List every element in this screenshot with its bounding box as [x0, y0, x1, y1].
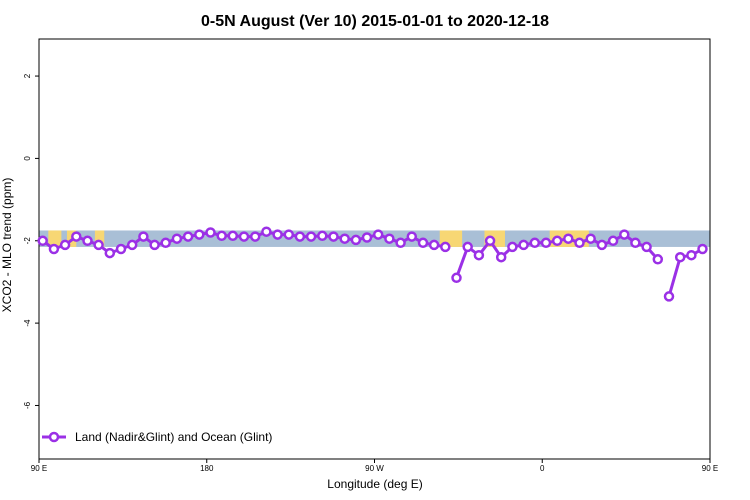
data-point [149, 239, 160, 251]
data-point [585, 233, 596, 244]
data-point [440, 241, 451, 253]
data-point [350, 234, 362, 246]
data-point [182, 231, 194, 242]
data-point [249, 231, 261, 242]
data-point [48, 243, 60, 255]
data-point [93, 239, 104, 251]
data-point [551, 235, 563, 247]
data-point [417, 237, 429, 249]
x-tick-label: 180 [200, 464, 214, 473]
data-point [686, 249, 697, 261]
data-point [384, 233, 395, 244]
data-point [473, 249, 485, 261]
legend-marker [48, 431, 60, 443]
data-point [126, 239, 138, 251]
x-axis-ticks: 90 E 180 90 W 0 90 E [31, 459, 718, 473]
data-point [540, 237, 552, 249]
data-point [71, 231, 82, 242]
data-point [529, 237, 541, 249]
data-point [216, 230, 227, 242]
data-point [104, 247, 116, 259]
data-point [372, 229, 384, 240]
legend-label: Land (Nadir&Glint) and Ocean (Glint) [75, 430, 272, 444]
plot-frame [38, 38, 711, 460]
data-point [395, 237, 406, 249]
data-point [238, 231, 250, 242]
data-point [495, 251, 507, 263]
x-tick-label: 90 W [365, 464, 384, 473]
y-tick-label: -2 [23, 237, 32, 245]
data-point [641, 241, 652, 253]
data-point [619, 229, 630, 240]
x-tick-label: 90 E [31, 464, 47, 473]
x-axis-label: Longitude (deg E) [327, 477, 422, 491]
data-point [652, 254, 664, 265]
data-point [462, 241, 473, 253]
y-axis-ticks: -6 -4 -2 0 2 [23, 73, 39, 409]
data-point [596, 239, 608, 251]
data-point [261, 226, 272, 237]
data-point [205, 227, 216, 238]
y-tick-label: 2 [23, 73, 32, 78]
land-band [94, 230, 105, 247]
series-line [667, 247, 704, 297]
data-point [451, 272, 462, 284]
data-point [563, 233, 574, 244]
chart-title: 0-5N August (Ver 10) 2015-01-01 to 2020-… [201, 13, 549, 30]
y-axis-label: XCO2 - MLO trend (ppm) [0, 178, 14, 313]
y-tick-label: 0 [23, 156, 32, 161]
data-point [518, 239, 529, 251]
data-point [171, 233, 183, 244]
data-point [339, 233, 350, 244]
data-point [574, 237, 585, 249]
data-point [406, 231, 418, 242]
data-point [507, 241, 518, 253]
y-tick-label: -4 [23, 319, 32, 327]
data-point [294, 231, 306, 242]
data-point [305, 231, 317, 242]
data-point [428, 239, 440, 251]
data-point [484, 235, 496, 247]
data-point [160, 237, 171, 249]
data-point [283, 229, 295, 240]
data-point [361, 232, 373, 243]
data-point [194, 229, 205, 240]
data-point [115, 243, 127, 255]
legend: Land (Nadir&Glint) and Ocean (Glint) [42, 430, 272, 444]
data-point [82, 235, 93, 247]
data-point [663, 291, 675, 302]
data-point [37, 235, 48, 247]
y-tick-label: -6 [23, 401, 32, 409]
data-point [697, 243, 708, 255]
x-tick-label: 0 [540, 464, 545, 473]
land-band [48, 230, 62, 247]
data-point [674, 251, 686, 263]
series-points [37, 226, 708, 302]
data-point [317, 230, 328, 242]
data-point [272, 229, 283, 240]
data-point [328, 231, 339, 242]
data-point [59, 239, 71, 251]
data-point [138, 231, 149, 242]
data-point [227, 230, 239, 242]
data-point [630, 237, 641, 249]
x-tick-label: 90 E [702, 464, 718, 473]
data-point [607, 235, 619, 247]
